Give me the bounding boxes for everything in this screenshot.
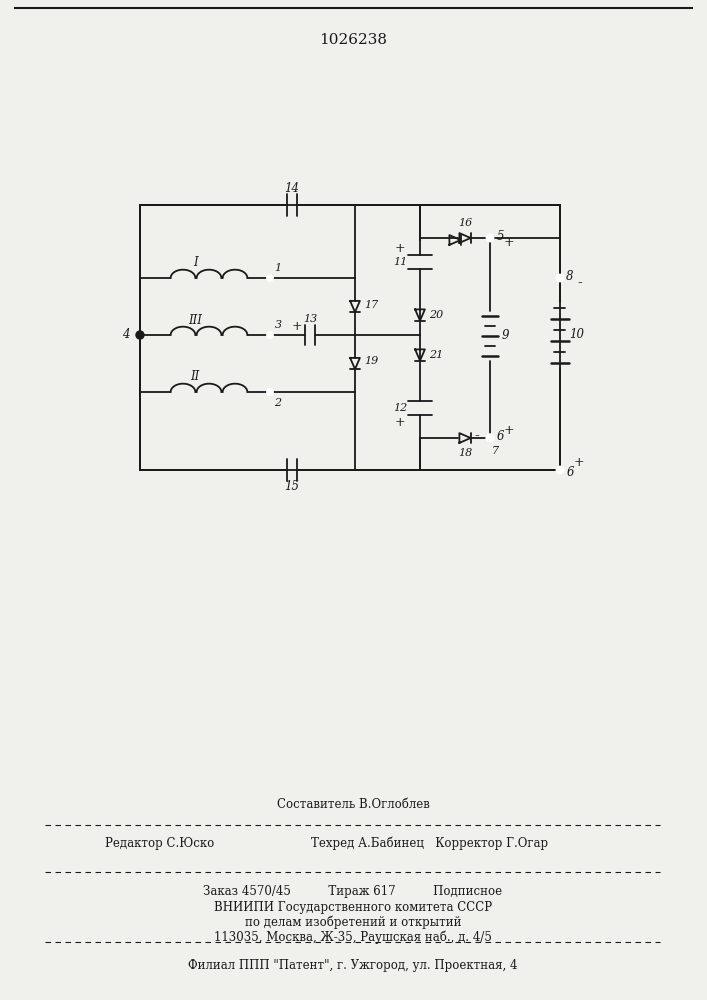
Text: 13: 13 — [303, 314, 317, 324]
Text: +: + — [503, 424, 514, 436]
Text: 9: 9 — [501, 329, 509, 342]
Circle shape — [486, 434, 493, 442]
Text: -: - — [578, 276, 583, 290]
Text: 6: 6 — [496, 430, 504, 442]
Text: 19: 19 — [364, 357, 378, 366]
Text: +: + — [395, 241, 405, 254]
Text: +: + — [573, 456, 584, 468]
Circle shape — [267, 275, 273, 281]
Text: 3: 3 — [274, 320, 281, 330]
Text: 21: 21 — [429, 350, 443, 360]
Text: 113035, Москва, Ж-35, Раушская наб., д. 4/5: 113035, Москва, Ж-35, Раушская наб., д. … — [214, 930, 492, 944]
Circle shape — [267, 332, 273, 338]
Text: II: II — [190, 370, 199, 383]
Text: 14: 14 — [284, 182, 300, 196]
Text: +: + — [395, 416, 405, 428]
Text: +: + — [503, 235, 514, 248]
Text: 18: 18 — [458, 448, 472, 458]
Text: Техред А.Бабинец   Корректор Г.Огар: Техред А.Бабинец Корректор Г.Огар — [312, 836, 549, 850]
Circle shape — [556, 274, 563, 282]
Circle shape — [267, 389, 273, 395]
Text: 8: 8 — [566, 269, 574, 282]
Text: 12: 12 — [393, 403, 407, 413]
Circle shape — [556, 466, 563, 474]
Text: ВНИИПИ Государственного комитета СССР: ВНИИПИ Государственного комитета СССР — [214, 900, 492, 914]
Text: +: + — [292, 320, 303, 332]
Text: 2: 2 — [274, 398, 281, 408]
Text: Филиал ППП "Патент", г. Ужгород, ул. Проектная, 4: Филиал ППП "Патент", г. Ужгород, ул. Про… — [188, 958, 518, 972]
Text: -: - — [474, 429, 479, 443]
Text: 10: 10 — [570, 328, 585, 342]
Text: 16: 16 — [458, 218, 472, 228]
Text: 6: 6 — [566, 466, 574, 479]
Text: 7: 7 — [491, 446, 498, 456]
Text: 11: 11 — [393, 257, 407, 267]
Text: 17: 17 — [364, 300, 378, 310]
Text: III: III — [188, 314, 202, 326]
Text: 20: 20 — [429, 310, 443, 320]
Text: I: I — [193, 256, 197, 269]
Text: 1026238: 1026238 — [319, 33, 387, 47]
Text: 4: 4 — [122, 328, 130, 342]
Text: 5: 5 — [496, 230, 504, 242]
Circle shape — [486, 434, 493, 442]
Circle shape — [486, 234, 493, 241]
Text: Составитель В.Оглоблев: Составитель В.Оглоблев — [276, 798, 429, 810]
Text: Редактор С.Юско: Редактор С.Юско — [105, 836, 215, 850]
Circle shape — [136, 331, 144, 339]
Text: по делам изобретений и открытий: по делам изобретений и открытий — [245, 915, 461, 929]
Text: 1: 1 — [274, 263, 281, 273]
Text: 15: 15 — [284, 480, 300, 492]
Text: Заказ 4570/45          Тираж 617          Подписное: Заказ 4570/45 Тираж 617 Подписное — [204, 884, 503, 898]
